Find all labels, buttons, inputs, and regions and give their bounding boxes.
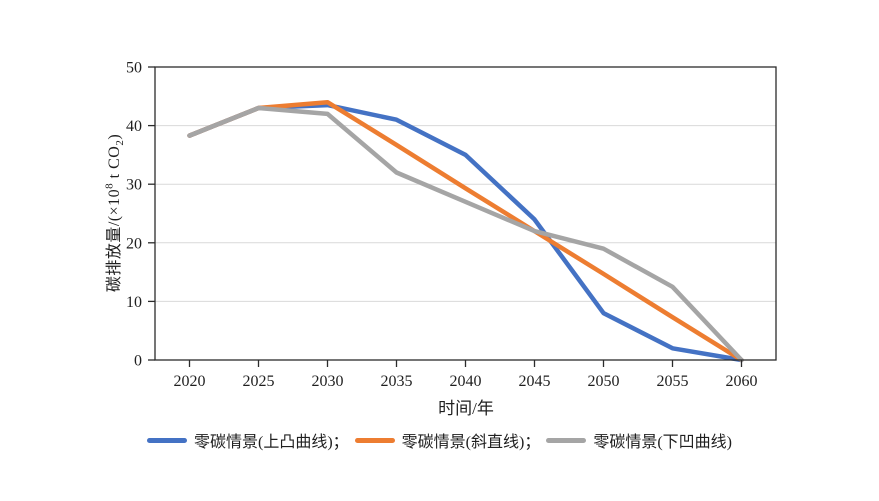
legend-item-1: 零碳情景(斜直线)； xyxy=(354,428,541,452)
series-line-1 xyxy=(187,99,744,363)
x-tick-label-2030: 2030 xyxy=(312,373,344,390)
x-tick-label-2035: 2035 xyxy=(381,373,413,390)
x-tick-label-2060: 2060 xyxy=(726,373,758,390)
x-tick-label-2040: 2040 xyxy=(450,373,482,390)
y-axis-title-prefix: 碳排放量/(×10 xyxy=(105,188,123,293)
chart-legend: 零碳情景(上凸曲线)； 零碳情景(斜直线)； 零碳情景(下凹曲线) xyxy=(0,428,879,452)
series-line-2 xyxy=(187,105,744,363)
legend-line-swatch-0 xyxy=(146,437,187,443)
y-tick-label-20: 20 xyxy=(126,235,142,252)
legend-line-swatch-1 xyxy=(354,437,395,443)
legend-label-0: 零碳情景(上凸曲线)； xyxy=(193,434,349,451)
y-axis-title-superscript: 8 xyxy=(103,182,116,189)
x-tick-label-2050: 2050 xyxy=(588,373,620,390)
y-axis-title-subscript: 2 xyxy=(114,139,127,146)
x-tick-label-2045: 2045 xyxy=(519,373,551,390)
series-lines-group xyxy=(187,99,744,363)
y-tick-label-40: 40 xyxy=(126,118,142,135)
x-axis-title: 时间/年 xyxy=(438,399,494,418)
y-tick-label-50: 50 xyxy=(126,60,142,77)
y-axis-title-suffix: ) xyxy=(105,133,123,140)
x-tick-label-2025: 2025 xyxy=(243,373,275,390)
x-tick-label-2055: 2055 xyxy=(657,373,689,390)
series-line-0 xyxy=(187,102,744,363)
ticks-group xyxy=(148,66,743,367)
y-tick-label-0: 0 xyxy=(134,353,142,370)
legend-label-2: 零碳情景(下凹曲线) xyxy=(593,434,732,451)
x-tick-label-2020: 2020 xyxy=(174,373,206,390)
y-tick-label-10: 10 xyxy=(126,294,142,311)
legend-item-0: 零碳情景(上凸曲线)； xyxy=(146,428,349,452)
legend-item-2: 零碳情景(下凹曲线) xyxy=(546,428,732,452)
legend-line-swatch-2 xyxy=(546,437,587,443)
y-tick-label-30: 30 xyxy=(126,177,142,194)
gridlines-group xyxy=(155,125,776,302)
legend-label-1: 零碳情景(斜直线)； xyxy=(401,434,541,451)
y-axis-title-mid: t CO xyxy=(105,145,123,183)
y-axis-title: 碳排放量/(×108 t CO2) xyxy=(100,133,127,293)
